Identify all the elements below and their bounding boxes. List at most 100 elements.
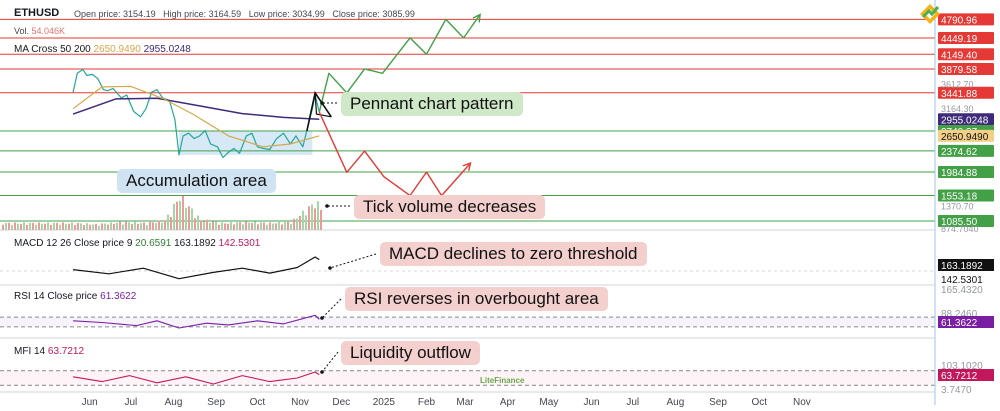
- time-axis-tick: Sep: [207, 397, 225, 408]
- time-axis-tick: Apr: [500, 397, 516, 408]
- rsi-axis-tick: 61.3622: [938, 316, 994, 329]
- callout-pointer-dot: [328, 266, 332, 270]
- mfi-readout: MFI 14 63.7212: [14, 346, 84, 357]
- callout-pointer: [329, 253, 377, 269]
- volume-bar: [143, 222, 145, 230]
- volume-bar: [182, 195, 184, 230]
- price-level-text: 1553.18: [941, 192, 978, 203]
- volume-bar: [215, 221, 217, 230]
- price-level-label: 4790.96: [938, 13, 994, 26]
- volume-bar: [218, 224, 220, 230]
- volume-bar: [224, 223, 226, 230]
- price-level-label: 2955.0248: [938, 113, 994, 126]
- rsi-line: [73, 314, 320, 329]
- time-axis-tick: Mar: [456, 397, 474, 408]
- price-level-text: 1085.50: [941, 217, 978, 228]
- volume-bar: [11, 224, 13, 230]
- rsi-label: RSI 14 Close price: [14, 291, 98, 302]
- volume-bar: [29, 222, 31, 230]
- volume-bar: [98, 225, 100, 230]
- mfi-axis-tick-text: 103.1020: [941, 361, 983, 372]
- mfi-axis-tick: 63.7212: [938, 369, 994, 382]
- volume-bar: [149, 221, 151, 230]
- time-axis-tick: Nov: [291, 397, 309, 408]
- forecast-up-line: [318, 14, 481, 113]
- price-level-text: 1984.88: [941, 168, 978, 179]
- volume-bar: [5, 223, 7, 230]
- volume-bar: [281, 224, 283, 230]
- volume-bar: [116, 222, 118, 230]
- volume-bar: [32, 222, 34, 230]
- volume-bar: [266, 224, 268, 230]
- callout-pennant: Pennant chart pattern: [341, 92, 523, 116]
- ohlc-readout: Open price: 3154.19 High price: 3164.59 …: [74, 9, 415, 19]
- mfi-value: 63.7212: [47, 346, 85, 357]
- volume-bar: [119, 221, 121, 230]
- rsi-axis-tick: 88.2460: [941, 309, 978, 320]
- price-level-label: 3879.58: [938, 62, 994, 76]
- time-axis-tick: Sep: [709, 397, 727, 408]
- volume-bar: [134, 221, 136, 230]
- volume-bar: [287, 221, 289, 230]
- volume-bar: [77, 223, 79, 230]
- callout-mfi: Liquidity outflow: [341, 341, 480, 365]
- logo-icon: [920, 4, 940, 24]
- volume-bar: [260, 222, 262, 230]
- symbol-title: ETHUSD: [14, 7, 60, 19]
- price-axis-tick: 3164.30: [941, 104, 974, 114]
- price-axis: 4790.96 4449.19 4149.40 3879.58 3441.88 2955.…: [934, 0, 994, 405]
- volume-bar: [167, 214, 169, 230]
- price-level-label: 1085.50: [938, 215, 994, 228]
- volume-bar: [38, 222, 40, 230]
- macd-axis-tick: 165.4320: [941, 285, 983, 296]
- mfi-band: [0, 370, 935, 386]
- time-axis-tick: Feb: [418, 397, 436, 408]
- volume-bar: [314, 208, 316, 230]
- volume-bar: [8, 222, 10, 230]
- volume-bar: [278, 221, 280, 230]
- volume-bar: [41, 223, 43, 230]
- volume-bar: [254, 221, 256, 230]
- price-axis-tick: 1370.70: [941, 201, 974, 211]
- price-level-text: 4149.40: [941, 50, 978, 61]
- volume-bar: [62, 222, 64, 230]
- rsi-axis-tick-text: 61.3622: [941, 318, 978, 329]
- pennant-line: [314, 92, 332, 118]
- volume-bar: [170, 216, 172, 230]
- time-axis-tick: 2025: [373, 397, 396, 408]
- volume-bar: [251, 222, 253, 230]
- macd-value-1: 20.6591: [135, 238, 172, 249]
- volume-bar: [44, 223, 46, 230]
- price-level-label: 1553.18: [938, 189, 994, 203]
- volume-bar: [233, 224, 235, 230]
- time-axis-tick: Aug: [165, 397, 183, 408]
- macd-axis-tick-text: 163.1892: [941, 261, 983, 272]
- macd-axis-tick-text: 142.5301: [941, 275, 983, 286]
- mfi-axis-tick: 103.1020: [941, 361, 983, 372]
- volume-bar: [308, 206, 310, 230]
- volume-bar: [209, 222, 211, 230]
- open-label: Open price:: [74, 9, 121, 19]
- volume-bar: [14, 222, 16, 230]
- volume-bar: [302, 210, 304, 230]
- volume-bar: [140, 223, 142, 230]
- volume-bar: [137, 223, 139, 230]
- vol-value: 54.046K: [31, 26, 66, 36]
- volume-bar: [125, 221, 127, 230]
- price-level-label: 2650.9490: [938, 129, 994, 143]
- ma-slow-value: 2955.0248: [143, 44, 191, 55]
- volume-bar: [104, 223, 106, 230]
- volume-bar: [158, 220, 160, 230]
- volume-bar: [17, 223, 19, 230]
- forecast-up-line-arrowhead: [472, 13, 481, 23]
- volume-bar: [299, 215, 301, 230]
- callout-pointer-dot: [325, 204, 329, 208]
- indicator-lines: [0, 256, 935, 386]
- callout-accumulation: Accumulation area: [117, 169, 276, 193]
- macd-readout: MACD 12 26 Close price 9 20.6591 163.189…: [14, 238, 260, 249]
- price-level-label: 3441.88: [938, 86, 994, 100]
- price-line: [72, 68, 320, 159]
- time-axis-tick: Jun: [82, 397, 98, 408]
- volume-bar: [197, 215, 199, 230]
- price-levels: [0, 18, 935, 222]
